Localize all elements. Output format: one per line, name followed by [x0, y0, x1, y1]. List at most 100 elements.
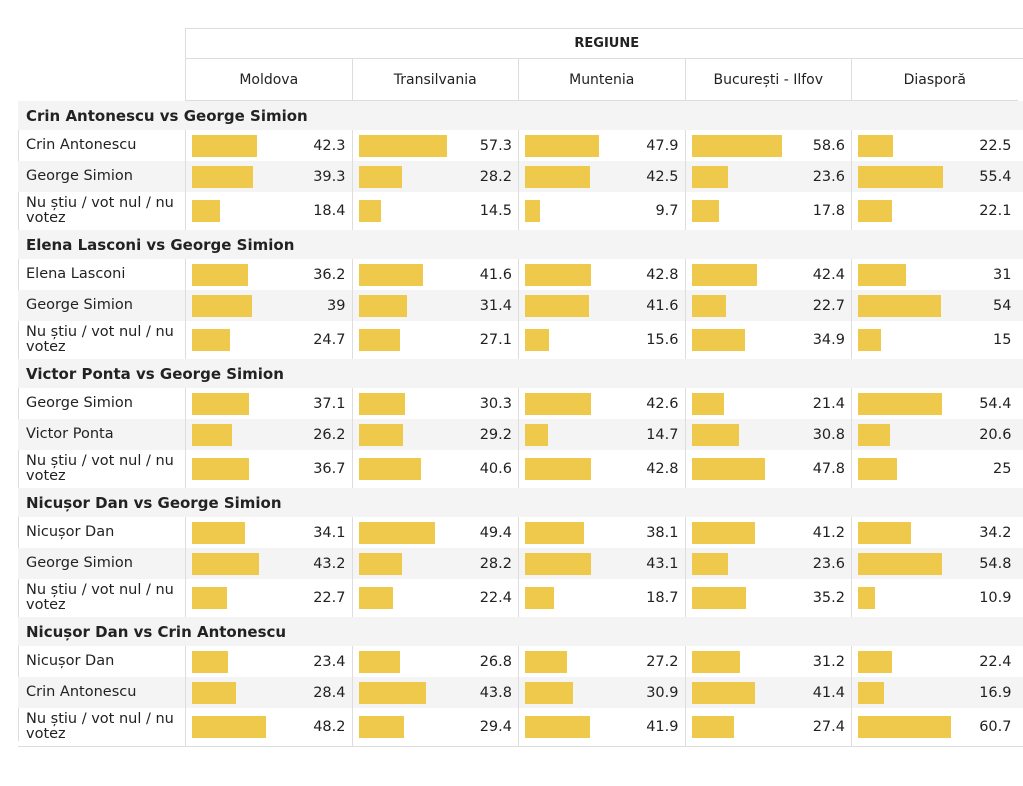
value-label: 29.4 [479, 719, 512, 735]
bar [858, 263, 906, 286]
bar [358, 716, 404, 738]
value-label: 47.8 [812, 461, 845, 477]
cell-border [351, 161, 353, 192]
cell-border [518, 419, 519, 450]
cell-border [518, 259, 519, 290]
cell-border [518, 579, 519, 617]
cell-border [851, 548, 852, 579]
value-label: 10.9 [979, 590, 1012, 606]
cell-border [185, 419, 186, 450]
cell-border [851, 579, 852, 617]
value-label: 41.9 [646, 719, 679, 735]
bar [691, 650, 740, 673]
bar [358, 423, 404, 446]
row-label: Nu știu / vot nul / nu votez [26, 324, 174, 355]
bar [858, 392, 942, 415]
bar [691, 165, 728, 188]
cell-border [851, 290, 852, 321]
value-label: 14.5 [479, 203, 512, 219]
value-label: 36.7 [313, 461, 346, 477]
cell-border [185, 321, 186, 359]
bar [525, 587, 554, 609]
bar [691, 134, 782, 157]
bar [691, 200, 719, 222]
bar [358, 134, 447, 157]
value-label: 24.7 [313, 332, 346, 348]
bar [691, 716, 734, 738]
row-label: George Simion [26, 555, 133, 571]
value-label: 43.8 [479, 684, 512, 701]
bar [358, 681, 426, 704]
bar [525, 165, 591, 188]
value-label: 43.1 [646, 555, 679, 572]
value-label: 30.8 [812, 426, 845, 443]
bar [858, 329, 882, 351]
bar [858, 587, 875, 609]
value-label: 58.6 [812, 137, 845, 154]
bar [691, 458, 766, 480]
cell-border [518, 192, 519, 230]
row-label: Elena Lasconi [26, 266, 126, 282]
bar [691, 587, 746, 609]
cell-border [185, 161, 186, 192]
value-label: 22.5 [979, 137, 1012, 154]
cell-border [351, 677, 353, 708]
value-label: 42.3 [313, 137, 346, 154]
value-label: 22.7 [313, 590, 346, 606]
value-label: 26.8 [479, 653, 512, 670]
bar [525, 716, 590, 738]
value-label: 54.8 [979, 555, 1012, 572]
value-label: 34.2 [979, 524, 1012, 541]
value-label: 37.1 [313, 395, 346, 412]
section-title: Victor Ponta vs George Simion [18, 359, 1023, 388]
bar [858, 650, 893, 673]
cell-border [518, 677, 519, 708]
cell-border [684, 548, 686, 579]
bar [525, 200, 540, 222]
cell-border [518, 548, 519, 579]
cell-border [518, 708, 519, 746]
row-label: Nicușor Dan [26, 653, 115, 669]
value-label: 28.4 [313, 684, 346, 701]
value-label: 60.7 [979, 719, 1012, 735]
value-label: 36.2 [313, 266, 346, 283]
row-label: Nu știu / vot nul / nu votez [26, 453, 174, 484]
bar [858, 521, 911, 544]
value-label: 39.3 [313, 168, 346, 185]
cell-border [185, 259, 186, 290]
bar [858, 294, 942, 317]
bar [358, 165, 402, 188]
value-label: 30.9 [646, 684, 679, 701]
value-label: 42.4 [812, 266, 845, 283]
cell-border [351, 450, 353, 488]
bar [358, 263, 423, 286]
value-label: 39 [327, 297, 346, 314]
column-header: Muntenia [518, 59, 685, 101]
value-label: 47.9 [646, 137, 679, 154]
bar [192, 587, 227, 609]
column-header: Transilvania [351, 59, 518, 101]
bar [192, 458, 249, 480]
value-label: 27.2 [646, 653, 679, 670]
value-label: 42.6 [646, 395, 679, 412]
bar [858, 165, 944, 188]
cell-border [185, 548, 186, 579]
bar [192, 521, 245, 544]
value-label: 21.4 [812, 395, 845, 412]
bar [192, 392, 250, 415]
cell-border [851, 517, 852, 548]
value-label: 43.2 [313, 555, 346, 572]
value-label: 23.6 [812, 168, 845, 185]
value-label: 28.2 [479, 168, 512, 185]
value-label: 26.2 [313, 426, 346, 443]
cell-border [851, 677, 852, 708]
bar [525, 681, 573, 704]
cell-border [851, 321, 852, 359]
cell-border [851, 192, 852, 230]
value-label: 20.6 [979, 426, 1012, 443]
value-label: 25 [993, 461, 1012, 477]
value-label: 16.9 [979, 684, 1012, 701]
cell-border [185, 388, 186, 419]
bar [525, 423, 548, 446]
value-label: 9.7 [655, 203, 679, 219]
